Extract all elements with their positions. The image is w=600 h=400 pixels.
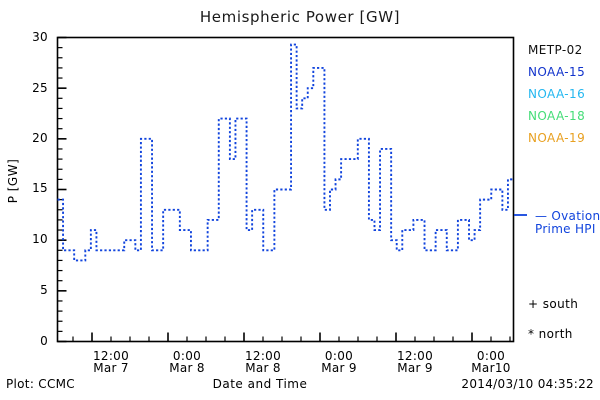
x-tick-label-3: 0:00 Mar 9 xyxy=(321,349,357,375)
legend-item-noaa-16: NOAA-16 xyxy=(528,87,586,101)
x-tick-marks xyxy=(72,332,511,342)
data-series-ovation-prime-hpi xyxy=(57,43,514,262)
chart-title: Hemispheric Power [GW] xyxy=(199,8,401,26)
legend-symbol-south: + south xyxy=(528,298,578,310)
x-tick-label-0: 12:00 Mar 7 xyxy=(92,349,130,375)
x-tick-label-1: 0:00 Mar 8 xyxy=(169,349,205,375)
timestamp: 2014/03/10 04:35:22 xyxy=(461,377,594,391)
y-tick-label-10: 10 xyxy=(32,232,48,246)
x-tick-label-5: 0:00 Mar10 xyxy=(471,349,511,375)
x-tick-label-2: 12:00 Mar 8 xyxy=(244,349,282,375)
legend-item-noaa-15: NOAA-15 xyxy=(528,65,586,79)
asterisk-icon: * xyxy=(528,327,535,341)
legend-symbol-north: * north xyxy=(528,328,573,340)
y-tick-label-30: 30 xyxy=(32,30,48,44)
x-axis-label: Date and Time xyxy=(212,377,308,391)
legend-item-noaa-18: NOAA-18 xyxy=(528,109,586,123)
x-tick-label-4: 12:00 Mar 9 xyxy=(396,349,434,375)
y-tick-label-20: 20 xyxy=(32,131,48,145)
legend-item-noaa-19: NOAA-19 xyxy=(528,131,586,145)
y-tick-label-5: 5 xyxy=(40,283,48,297)
y-tick-label-0: 0 xyxy=(40,334,48,348)
legend-symbol-south-label: south xyxy=(542,297,579,311)
y-tick-label-25: 25 xyxy=(32,81,48,95)
legend-symbol-north-label: north xyxy=(538,327,573,341)
plus-icon: + xyxy=(528,297,539,311)
y-tick-label-15: 15 xyxy=(32,181,48,195)
y-tick-marks xyxy=(57,36,67,343)
plot-credit: Plot: CCMC xyxy=(6,377,75,391)
legend-item-ovation-prime-hpi: — Ovation Prime HPI xyxy=(535,209,600,236)
legend-item-metp-02: METP-02 xyxy=(528,43,583,57)
